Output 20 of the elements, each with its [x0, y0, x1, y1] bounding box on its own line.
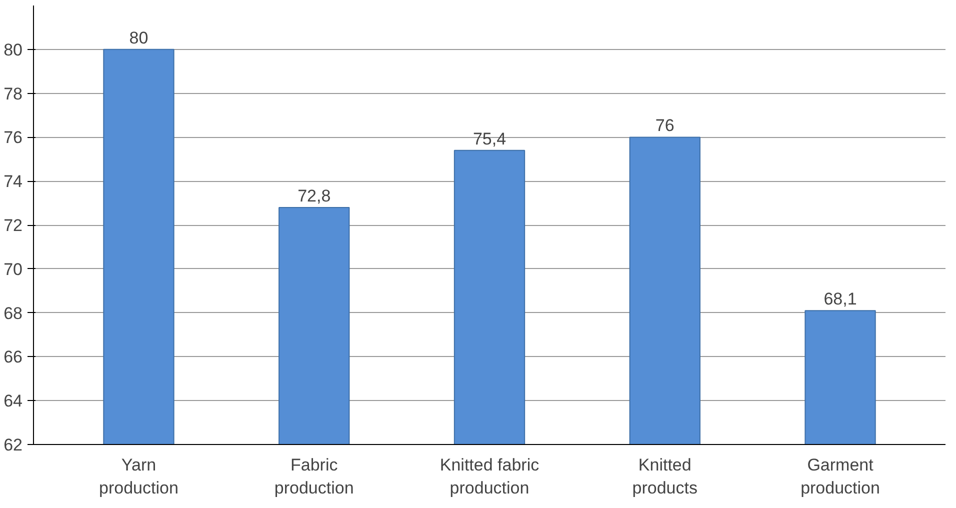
x-tick-label: Garment production	[800, 456, 880, 498]
y-tick-label: 68	[4, 304, 23, 323]
y-tick-label: 62	[4, 436, 23, 454]
y-tick-label: 78	[4, 84, 23, 104]
data-label: 68,1	[824, 290, 857, 309]
y-tick-label: 80	[4, 40, 23, 60]
data-label: 72,8	[298, 186, 331, 206]
data-label: 80	[129, 28, 148, 48]
x-tick-label: Knitted products	[632, 456, 698, 498]
x-tick-label: Yarn production	[99, 456, 178, 498]
y-tick-label: 70	[4, 260, 23, 279]
data-label: 75,4	[472, 129, 506, 148]
y-tick-label: 76	[4, 128, 23, 148]
data-label: 76	[655, 116, 674, 136]
y-tick-label: 66	[4, 348, 23, 367]
x-tick-label: Knitted fabric production	[440, 456, 540, 498]
y-tick-label: 72	[4, 216, 23, 235]
y-tick-label: 74	[4, 172, 23, 192]
y-tick-label: 64	[4, 392, 23, 411]
x-tick-label: Fabric production	[274, 456, 354, 498]
